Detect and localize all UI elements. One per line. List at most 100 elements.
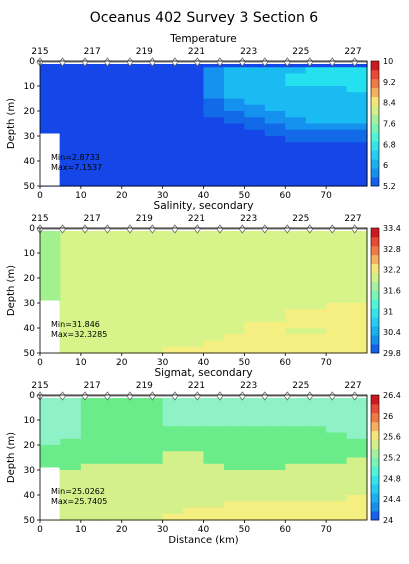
field-cell	[305, 246, 327, 254]
field-cell	[244, 167, 266, 175]
field-cell	[101, 142, 123, 150]
field-cell	[203, 92, 225, 100]
field-cell	[60, 284, 82, 292]
colorbar-swatch	[371, 308, 379, 318]
field-cell	[60, 278, 82, 285]
field-cell	[346, 167, 368, 175]
field-cell	[264, 161, 286, 168]
field-cell	[264, 513, 286, 521]
field-cell	[223, 271, 245, 279]
field-cell	[326, 265, 348, 273]
field-cell	[142, 73, 164, 81]
field-cell	[244, 92, 266, 100]
field-cell	[326, 413, 348, 421]
field-cell	[162, 451, 184, 459]
field-cell	[264, 321, 286, 329]
y-tick-label: 50	[24, 349, 36, 359]
field-cell	[346, 259, 368, 267]
field-cell	[223, 284, 245, 292]
field-cell	[223, 167, 245, 175]
field-cell	[326, 129, 348, 137]
field-cell	[162, 228, 184, 235]
colorbar-swatch	[371, 484, 379, 494]
field-cell	[264, 86, 286, 93]
field-cell	[142, 259, 164, 267]
field-cell	[305, 438, 327, 446]
field-cell	[285, 328, 307, 335]
field-cell	[183, 92, 205, 100]
field-cell	[142, 438, 164, 446]
field-cell	[326, 451, 348, 459]
field-cell	[80, 328, 102, 335]
field-cell	[142, 67, 164, 75]
colorbar-tick-label: 6.8	[383, 140, 396, 149]
field-cell	[285, 407, 307, 415]
field-cell	[244, 79, 266, 87]
field-cell	[80, 148, 102, 156]
field-cell	[346, 413, 368, 421]
field-cell	[162, 334, 184, 342]
chart-panel: Temperature 215 217 219 221 223 225 227 0 10 20 30 4…	[6, 33, 396, 201]
field-cell	[326, 123, 348, 131]
field-cell	[223, 92, 245, 100]
colorbar-swatch	[371, 412, 379, 423]
field-cell	[305, 340, 327, 348]
colorbar-swatch	[371, 272, 379, 282]
field-cell	[40, 395, 62, 402]
field-cell	[285, 309, 307, 317]
colorbar-swatch	[371, 430, 379, 441]
colorbar-swatch	[371, 421, 379, 432]
field-cell	[285, 179, 307, 187]
y-axis-label: Depth (m)	[6, 432, 17, 483]
field-cell	[305, 240, 327, 248]
field-cell	[203, 495, 225, 502]
field-cell	[244, 148, 266, 156]
field-cell	[346, 513, 368, 521]
field-cell	[305, 61, 327, 68]
field-cell	[40, 253, 62, 260]
field-cell	[60, 321, 82, 329]
field-cell	[162, 303, 184, 310]
field-cell	[142, 129, 164, 137]
field-cell	[264, 451, 286, 459]
field-cell	[80, 309, 102, 317]
field-cell	[346, 98, 368, 106]
field-cell	[60, 154, 82, 162]
colorbar-swatch	[371, 475, 379, 485]
field-cell	[223, 104, 245, 112]
field-cell	[142, 426, 164, 434]
field-cell	[346, 234, 368, 242]
field-cell	[121, 334, 143, 342]
field-cell	[101, 253, 123, 260]
field-cell	[223, 148, 245, 156]
y-tick-label: 50	[24, 182, 36, 192]
field-cell	[183, 346, 205, 354]
field-cell	[60, 309, 82, 317]
field-cell	[101, 67, 123, 75]
field-cell	[244, 426, 266, 434]
field-cell	[223, 303, 245, 310]
field-cell	[142, 501, 164, 509]
field-cell	[223, 123, 245, 131]
colorbar-swatch	[371, 457, 379, 467]
field-cell	[244, 61, 266, 68]
field-cell	[60, 445, 82, 452]
field-cell	[346, 117, 368, 125]
field-cell	[40, 296, 62, 304]
colorbar-tick-label: 26	[383, 412, 393, 421]
field-cell	[162, 395, 184, 402]
field-cell	[101, 259, 123, 267]
field-cell	[60, 67, 82, 75]
field-cell	[326, 470, 348, 477]
field-cell	[326, 228, 348, 235]
field-cell	[264, 73, 286, 81]
field-cell	[326, 61, 348, 68]
field-cell	[223, 457, 245, 465]
field-cell	[244, 173, 266, 181]
field-cell	[244, 179, 266, 187]
field-cell	[326, 513, 348, 521]
field-cell	[326, 271, 348, 279]
field-cell	[223, 328, 245, 335]
station-label: 225	[292, 381, 309, 391]
field-cell	[142, 463, 164, 471]
